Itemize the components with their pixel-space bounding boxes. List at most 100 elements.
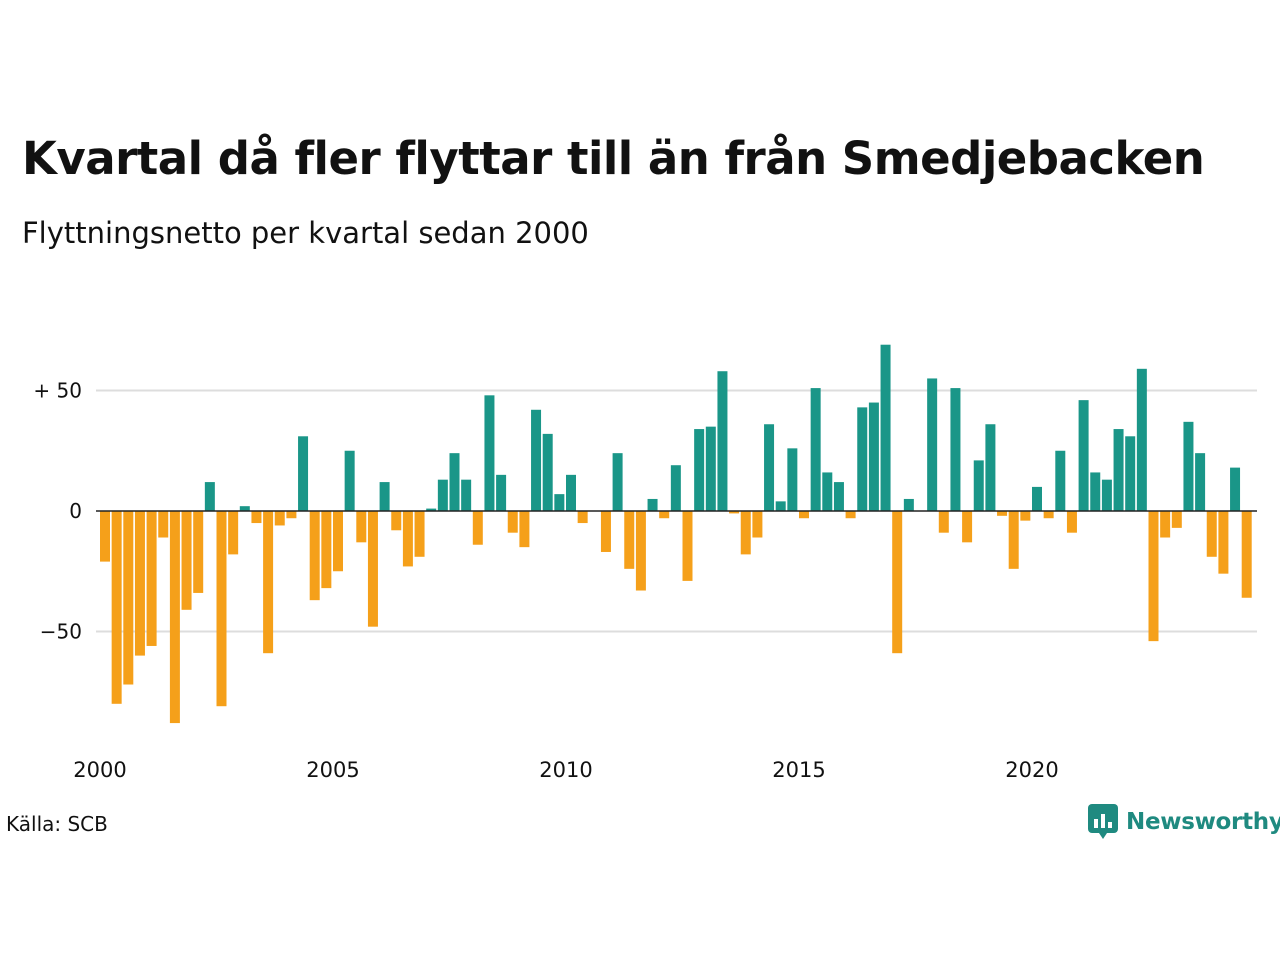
bar — [903, 498, 914, 511]
source-note: Källa: SCB — [6, 812, 108, 836]
bar — [542, 433, 553, 511]
bar — [134, 511, 145, 656]
bar — [1160, 511, 1171, 538]
bar — [752, 511, 763, 538]
bar — [263, 511, 274, 654]
bar — [414, 511, 425, 557]
bar — [1241, 511, 1252, 598]
bar — [472, 511, 483, 545]
x-tick-label: 2010 — [539, 758, 592, 782]
bar — [1101, 479, 1112, 511]
bar — [880, 344, 891, 511]
bar — [1218, 511, 1229, 574]
axis-labels: + 50 0 −50 2000 2005 2010 2015 2020 — [33, 379, 1058, 783]
bar — [1055, 450, 1066, 511]
bar — [577, 511, 588, 524]
bar — [822, 472, 833, 511]
bar — [146, 511, 157, 646]
bar — [927, 378, 938, 511]
bar — [787, 448, 798, 511]
bar — [111, 511, 122, 704]
brand-name: Newsworthy — [1126, 809, 1280, 835]
bar — [857, 407, 868, 511]
bar — [321, 511, 332, 589]
bar — [507, 511, 518, 533]
x-tick-label: 2020 — [1005, 758, 1058, 782]
bar — [298, 436, 309, 511]
bar — [1020, 511, 1031, 521]
bar — [810, 388, 821, 511]
bar — [833, 482, 844, 511]
bar — [962, 511, 973, 543]
bar — [764, 424, 775, 511]
bar — [181, 511, 192, 610]
bar — [1043, 511, 1054, 519]
bar — [775, 501, 786, 511]
bar — [239, 506, 250, 511]
bar — [367, 511, 378, 627]
bar — [379, 482, 390, 511]
bar — [1195, 453, 1206, 511]
bar — [997, 511, 1008, 516]
bar-chart: + 50 0 −50 2000 2005 2010 2015 2020 — [33, 344, 1257, 783]
bar — [1125, 436, 1136, 511]
y-tick-label: −50 — [40, 620, 82, 644]
chart-subtitle: Flyttningsnetto per kvartal sedan 2000 — [22, 216, 589, 250]
bar — [729, 511, 740, 514]
bar — [566, 474, 576, 511]
bar — [600, 511, 611, 552]
bar — [251, 511, 262, 524]
bar — [1078, 400, 1089, 511]
chart-title: Kvartal då fler flyttar till än från Sme… — [22, 132, 1205, 185]
bar — [496, 474, 507, 511]
bar — [228, 511, 239, 555]
bar — [938, 511, 949, 533]
bar — [437, 479, 448, 511]
bar — [659, 511, 670, 519]
bar — [309, 511, 320, 601]
bar — [670, 465, 681, 511]
y-tick-label: 0 — [69, 499, 82, 523]
bar — [950, 388, 961, 511]
bar — [123, 511, 134, 685]
bar — [333, 511, 343, 572]
bar — [531, 409, 542, 511]
bar — [1148, 511, 1159, 642]
bar — [100, 511, 110, 562]
bar — [484, 395, 495, 511]
bar — [356, 511, 367, 543]
x-tick-label: 2000 — [73, 758, 126, 782]
bar — [694, 429, 705, 511]
bar — [1171, 511, 1182, 528]
bar — [892, 511, 903, 654]
bar — [1206, 511, 1217, 557]
bar — [624, 511, 635, 569]
bar — [344, 450, 355, 511]
bar — [1183, 421, 1194, 511]
bar — [286, 511, 297, 519]
bar — [799, 511, 809, 519]
x-tick-label: 2005 — [306, 758, 359, 782]
bar — [635, 511, 646, 591]
bars — [100, 344, 1252, 724]
x-tick-label: 2015 — [772, 758, 825, 782]
bar — [1113, 429, 1124, 511]
bar — [1066, 511, 1077, 533]
bar — [554, 494, 565, 511]
bar — [402, 511, 413, 567]
bar — [274, 511, 285, 526]
bar — [1230, 467, 1241, 511]
bar — [973, 460, 984, 511]
bar — [1032, 486, 1042, 511]
bar — [740, 511, 751, 555]
bar — [193, 511, 204, 593]
bar — [158, 511, 169, 538]
bar — [612, 453, 623, 511]
bar — [391, 511, 402, 531]
bar — [682, 511, 693, 581]
bar — [169, 511, 180, 724]
newsworthy-icon — [1088, 804, 1118, 839]
y-tick-label: + 50 — [33, 379, 82, 403]
bar — [705, 426, 716, 511]
bar — [1136, 368, 1147, 511]
